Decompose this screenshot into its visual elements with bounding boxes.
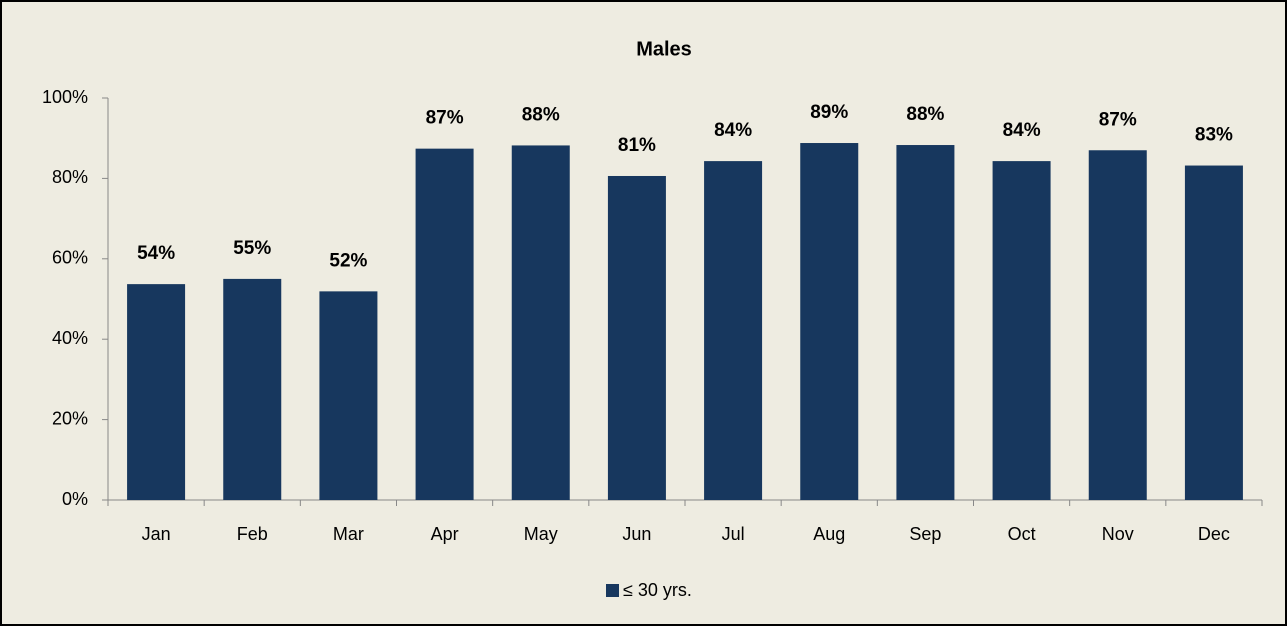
legend-swatch xyxy=(606,584,619,597)
y-tick-label: 80% xyxy=(52,167,88,187)
value-label: 84% xyxy=(1003,120,1041,141)
x-tick-label: Aug xyxy=(813,524,845,544)
x-tick-label: Oct xyxy=(1008,524,1036,544)
value-label: 54% xyxy=(137,243,175,264)
x-tick-label: Sep xyxy=(909,524,941,544)
x-tick-label: Dec xyxy=(1198,524,1230,544)
value-label: 88% xyxy=(906,104,944,125)
bar xyxy=(1184,165,1243,500)
x-tick-label: Jul xyxy=(722,524,745,544)
bar xyxy=(127,284,186,500)
value-label: 88% xyxy=(522,104,560,125)
legend-label: ≤ 30 yrs. xyxy=(623,580,692,600)
value-label: 87% xyxy=(1099,109,1137,130)
value-label: 84% xyxy=(714,120,752,141)
value-label: 89% xyxy=(810,102,848,123)
value-label: 81% xyxy=(618,135,656,156)
bar xyxy=(1088,150,1147,500)
x-tick-label: Jan xyxy=(142,524,171,544)
bar xyxy=(704,161,763,500)
y-tick-label: 20% xyxy=(52,408,88,428)
x-tick-label: Nov xyxy=(1102,524,1134,544)
x-tick-label: Apr xyxy=(431,524,459,544)
bar xyxy=(800,143,859,501)
bar xyxy=(992,161,1051,500)
y-tick-label: 0% xyxy=(62,489,88,509)
bar xyxy=(415,148,474,501)
x-tick-label: Feb xyxy=(237,524,268,544)
value-label: 52% xyxy=(329,250,367,271)
x-tick-label: May xyxy=(524,524,558,544)
bar xyxy=(607,175,666,500)
chart-title: Males xyxy=(636,38,692,60)
value-label: 55% xyxy=(233,238,271,259)
value-label: 83% xyxy=(1195,125,1233,146)
bar xyxy=(511,145,570,500)
bar xyxy=(896,145,955,500)
bar xyxy=(223,278,282,500)
x-tick-label: Mar xyxy=(333,524,364,544)
y-tick-label: 60% xyxy=(52,248,88,268)
x-tick-label: Jun xyxy=(622,524,651,544)
y-tick-label: 100% xyxy=(42,87,88,107)
value-label: 87% xyxy=(426,108,464,129)
y-tick-label: 40% xyxy=(52,328,88,348)
bar xyxy=(319,291,378,500)
